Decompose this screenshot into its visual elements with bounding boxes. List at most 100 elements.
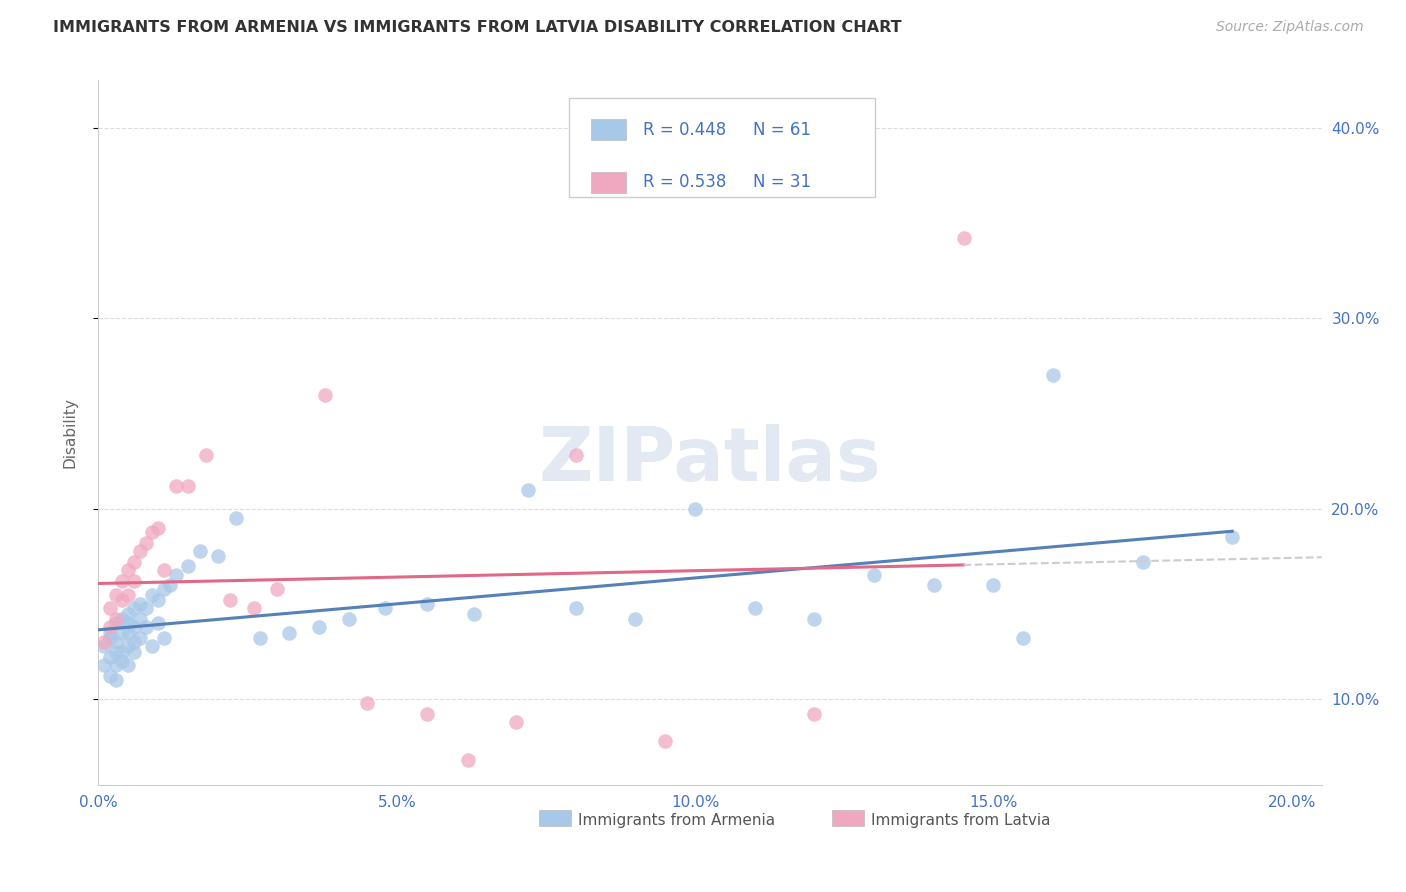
Point — [165, 479, 187, 493]
Point — [165, 568, 187, 582]
Point — [952, 231, 974, 245]
Point — [129, 612, 152, 626]
Text: Immigrants from Latvia: Immigrants from Latvia — [872, 813, 1052, 828]
Point — [129, 543, 152, 558]
Point — [415, 707, 437, 722]
Point — [98, 600, 121, 615]
Point — [105, 587, 128, 601]
Y-axis label: Disability: Disability — [63, 397, 77, 468]
Point — [93, 639, 115, 653]
Point — [146, 616, 169, 631]
Point — [177, 479, 200, 493]
Point — [141, 587, 163, 601]
Point — [146, 521, 169, 535]
Point — [356, 696, 378, 710]
Point — [415, 597, 437, 611]
Point — [146, 593, 169, 607]
Point — [194, 449, 217, 463]
Text: N = 61: N = 61 — [752, 120, 811, 138]
Point — [153, 632, 176, 646]
Text: IMMIGRANTS FROM ARMENIA VS IMMIGRANTS FROM LATVIA DISABILITY CORRELATION CHART: IMMIGRANTS FROM ARMENIA VS IMMIGRANTS FR… — [53, 20, 903, 35]
Point — [105, 616, 128, 631]
Point — [1220, 530, 1243, 544]
Point — [308, 620, 330, 634]
Point — [105, 635, 128, 649]
Point — [922, 578, 945, 592]
Point — [141, 639, 163, 653]
Point — [105, 657, 128, 672]
Point — [803, 707, 825, 722]
Point — [207, 549, 229, 564]
Point — [314, 387, 336, 401]
Point — [337, 612, 360, 626]
Point — [225, 511, 247, 525]
Text: Source: ZipAtlas.com: Source: ZipAtlas.com — [1216, 20, 1364, 34]
Point — [122, 600, 145, 615]
Point — [1132, 555, 1154, 569]
Point — [98, 669, 121, 683]
Point — [188, 543, 211, 558]
Point — [153, 582, 176, 596]
Bar — [538, 810, 571, 826]
Point — [129, 632, 152, 646]
Point — [93, 635, 115, 649]
Point — [624, 612, 647, 626]
Point — [98, 620, 121, 634]
Point — [122, 645, 145, 659]
Point — [122, 574, 145, 589]
Point — [266, 582, 288, 596]
Point — [654, 734, 676, 748]
Point — [803, 612, 825, 626]
Point — [517, 483, 540, 497]
Point — [159, 578, 181, 592]
Text: R = 0.538: R = 0.538 — [643, 173, 725, 192]
Point — [105, 673, 128, 688]
Point — [457, 753, 479, 767]
Point — [98, 650, 121, 665]
Bar — [569, 98, 875, 196]
Point — [565, 600, 588, 615]
Point — [218, 593, 240, 607]
Point — [135, 536, 157, 550]
Point — [111, 654, 134, 668]
Point — [111, 593, 134, 607]
Bar — [592, 172, 626, 193]
Point — [117, 587, 139, 601]
Point — [111, 574, 134, 589]
Bar — [592, 119, 626, 140]
Point — [117, 625, 139, 640]
Point — [1042, 368, 1064, 383]
Text: N = 31: N = 31 — [752, 173, 811, 192]
Point — [135, 620, 157, 634]
Text: R = 0.448: R = 0.448 — [643, 120, 725, 138]
Point — [744, 600, 766, 615]
Point — [153, 563, 176, 577]
Text: Immigrants from Armenia: Immigrants from Armenia — [578, 813, 775, 828]
Point — [129, 597, 152, 611]
Point — [122, 555, 145, 569]
Point — [122, 620, 145, 634]
Point — [111, 645, 134, 659]
Point — [117, 639, 139, 653]
Point — [117, 563, 139, 577]
Point — [93, 657, 115, 672]
Point — [111, 625, 134, 640]
Point — [278, 625, 301, 640]
Point — [117, 607, 139, 621]
Point — [117, 657, 139, 672]
Point — [863, 568, 886, 582]
Bar — [832, 810, 865, 826]
Point — [1012, 632, 1035, 646]
Point — [117, 616, 139, 631]
Point — [135, 600, 157, 615]
Point — [374, 600, 396, 615]
Point — [122, 635, 145, 649]
Point — [242, 600, 264, 615]
Point — [177, 558, 200, 573]
Point — [683, 501, 706, 516]
Point — [505, 715, 527, 730]
Point — [249, 632, 271, 646]
Point — [565, 449, 588, 463]
Point — [983, 578, 1005, 592]
Point — [98, 632, 121, 646]
